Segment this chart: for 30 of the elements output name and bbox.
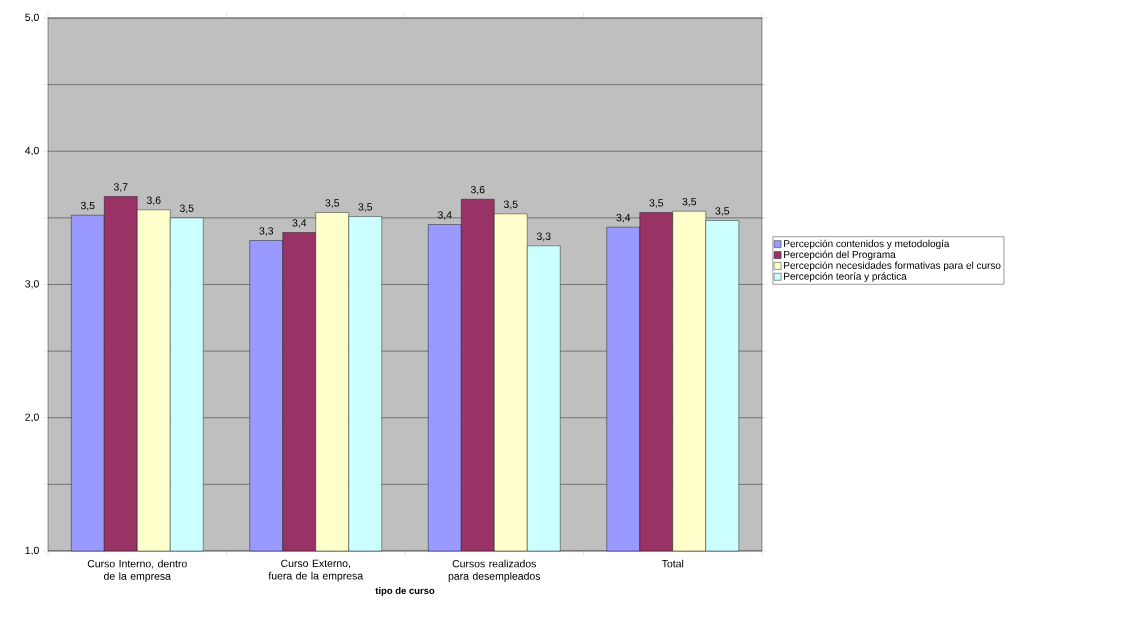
x-tick-label: Curso Interno, dentro de la empresa bbox=[87, 559, 187, 582]
y-tick-label: 2,0 bbox=[25, 413, 39, 423]
data-label: 3,5 bbox=[179, 204, 194, 214]
y-tick-label: 4,0 bbox=[25, 146, 39, 156]
data-label: 3,4 bbox=[292, 219, 307, 228]
data-label: 3,5 bbox=[358, 203, 373, 212]
legend-label: Percepción contenidos y metodología bbox=[784, 239, 950, 250]
legend-label: Percepción del Programa bbox=[784, 250, 896, 260]
y-tick-label: 1,0 bbox=[25, 546, 39, 556]
data-label: 3,5 bbox=[503, 200, 518, 210]
data-label: 3,5 bbox=[682, 197, 697, 207]
data-label: 3,6 bbox=[470, 185, 485, 195]
legend-label: Percepción necesidades formativas para el curso bbox=[784, 261, 1001, 271]
x-tick-label: Total bbox=[661, 559, 684, 568]
y-tick-label: 3,0 bbox=[25, 280, 39, 289]
data-label: 3,4 bbox=[616, 213, 631, 223]
data-label: 3,5 bbox=[325, 199, 340, 208]
data-label: 3,4 bbox=[437, 211, 452, 220]
data-label: 3,5 bbox=[715, 207, 730, 216]
data-label: 3,3 bbox=[259, 227, 274, 236]
y-tick-label: 5,0 bbox=[25, 13, 39, 23]
data-label: 3,7 bbox=[113, 183, 128, 192]
x-axis-title: tipo de curso bbox=[375, 587, 435, 596]
data-label: 3,5 bbox=[80, 201, 95, 211]
data-label: 3,6 bbox=[146, 196, 161, 206]
x-tick-label: Cursos realizados para desempleados bbox=[448, 559, 541, 582]
data-label: 3,5 bbox=[649, 199, 664, 208]
legend-label: Percepción teoría y práctica bbox=[784, 272, 907, 282]
x-tick-label: Curso Externo, fuera de la empresa bbox=[268, 559, 364, 582]
data-label: 3,3 bbox=[536, 232, 551, 242]
